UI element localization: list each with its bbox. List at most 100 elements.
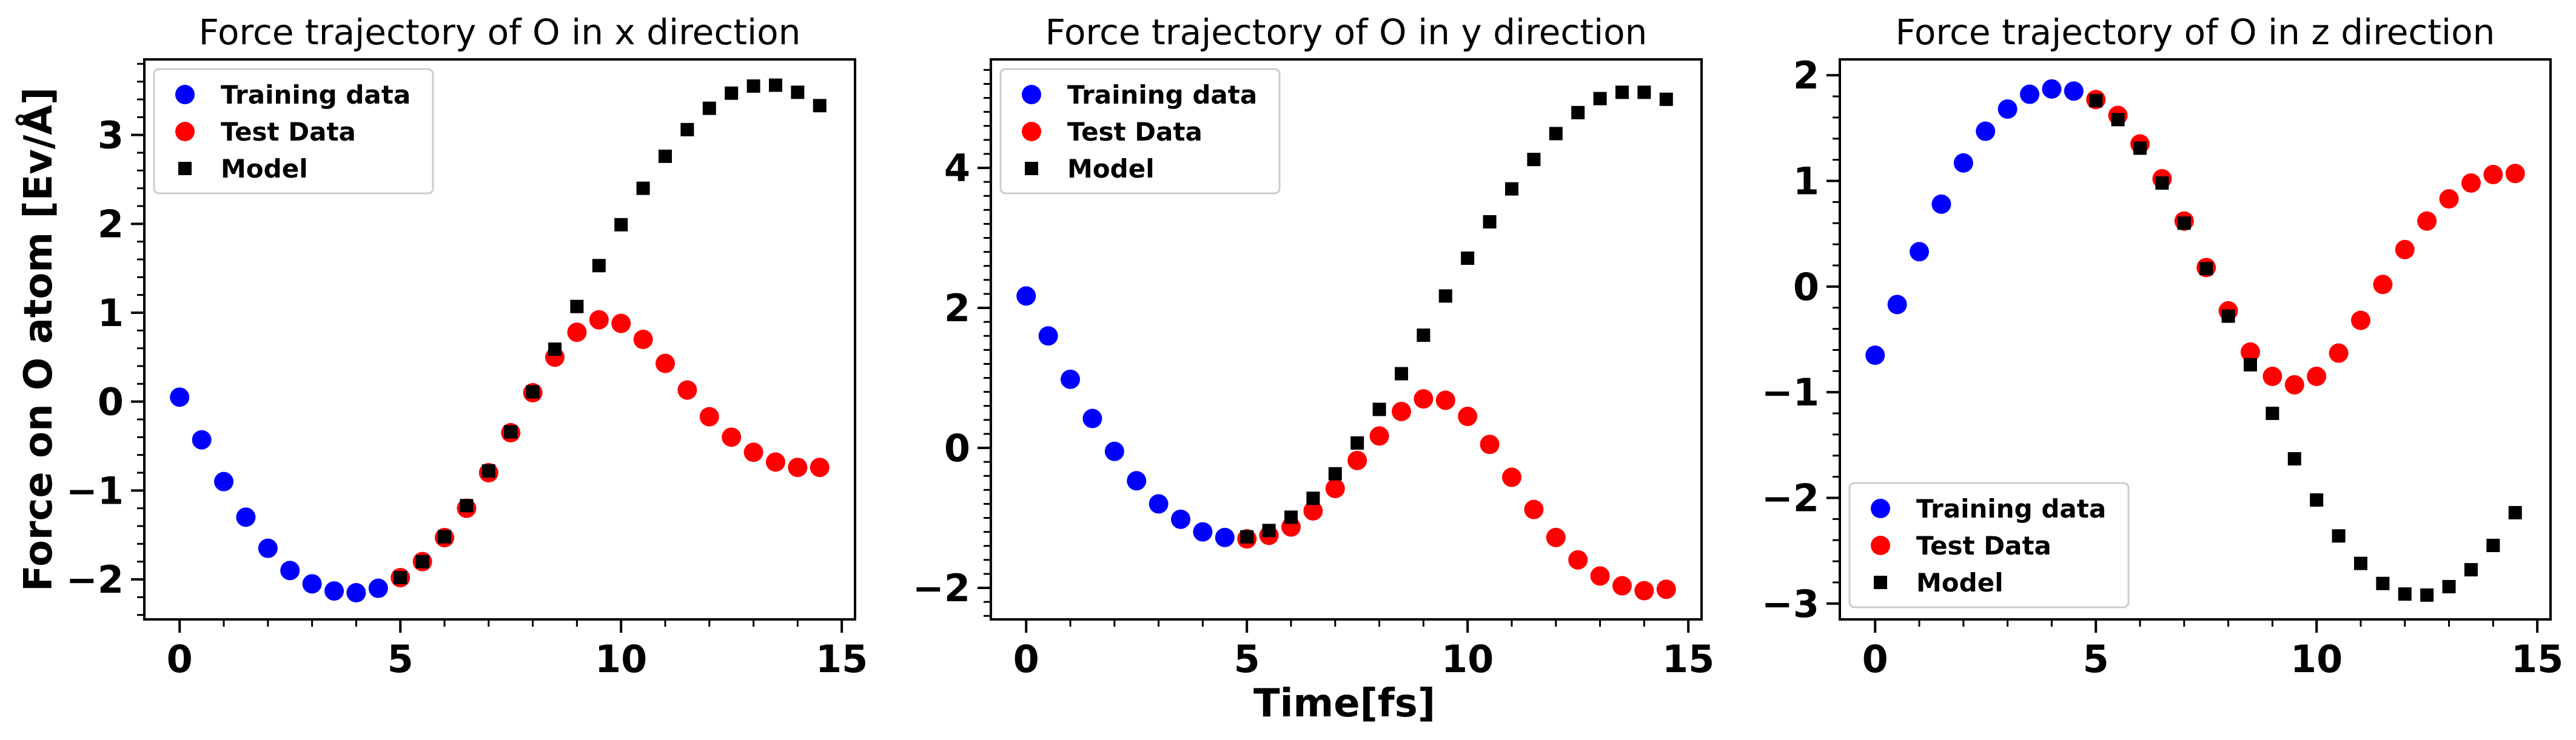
legend-test-marker [175,122,195,141]
model-point [702,101,716,115]
chart-y-direction: Force trajectory of O in y direction 0 5 10… [913,12,1714,681]
training-data-point [2042,79,2062,99]
x-tick-label: 15 [1662,637,1714,681]
legend-training-marker [175,85,195,104]
model-point [504,425,518,439]
figure-x-axis-label: Time[fs] [1253,681,1435,726]
legend-label: Training data [1916,494,2106,524]
legend-frame [1848,482,2130,608]
test-data-point [2417,211,2437,231]
training-data-point [1016,286,1036,306]
model-point [1571,105,1585,119]
model-point [2266,407,2279,421]
model-point [2111,113,2125,127]
training-data-point [1953,153,1973,173]
y-tick-label: 1 [1793,159,1819,203]
training-data-point [324,581,344,601]
model-point [2332,529,2346,543]
chart-title: Force trajectory of O in z direction [1896,12,2495,53]
model-point [415,555,429,568]
x-tick-label: 15 [2511,637,2563,681]
test-data-point [1347,450,1367,470]
test-data-point [2439,189,2459,209]
x-tick-label: 0 [1013,637,1039,681]
model-point [2199,262,2213,276]
model-point [394,571,408,585]
x-tick-label: 10 [1441,637,1494,681]
training-data-point [280,561,300,581]
test-data-point [567,322,587,342]
test-data-point [1546,527,1566,547]
model-point [813,99,827,113]
model-point [1659,92,1673,106]
model-point [1284,510,1298,524]
model-point [1527,153,1541,167]
model-point [2486,538,2500,552]
model-point [526,385,540,399]
x-tick-label: 5 [387,637,414,681]
test-data-point [1325,479,1345,499]
model-point [2398,587,2412,601]
test-data-point [2284,375,2304,395]
test-data-point [2483,165,2503,185]
test-data-point [1524,499,1544,519]
model-point [1504,182,1518,196]
test-data-point [1391,401,1411,421]
y-tick-label: −3 [1762,582,1819,626]
test-data-point [2307,367,2327,387]
model-point [2464,563,2478,577]
test-data-point [2350,310,2370,330]
y-tick-label: 2 [98,202,124,246]
model-point [2420,588,2434,602]
y-tick-label: −2 [66,558,124,602]
legend-test-marker [1871,536,1890,555]
model-point [2442,579,2456,593]
model-point [438,530,452,544]
training-data-point [2064,81,2084,101]
y-tick-label: 3 [98,113,124,158]
model-point [1306,492,1320,505]
model-point [2133,141,2147,155]
model-point [1637,85,1651,99]
model-point [1615,85,1629,99]
model-point [2508,505,2522,519]
y-tick-label: −1 [1762,370,1819,415]
x-tick-label: 5 [1234,637,1260,681]
test-data-point [743,442,763,462]
chart-title: Force trajectory of O in x direction [199,12,801,53]
y-tick-label: 2 [1793,53,1819,98]
test-data-point [2395,239,2415,259]
model-point [592,259,606,273]
model-point [680,122,694,136]
x-tick-label: 15 [816,637,868,681]
training-data-point [1127,471,1147,491]
test-data-point [2240,342,2260,362]
model-point [1262,524,1276,538]
y-tick-label: −2 [1762,476,1819,521]
model-point [1438,289,1452,303]
model-point [2310,493,2324,507]
legend-test-marker [1022,122,1041,141]
training-data-point [2020,84,2040,104]
model-point [1394,367,1408,381]
training-data-point [192,430,212,450]
test-data-point [1369,426,1389,446]
x-tick-label: 10 [595,637,647,681]
test-data-point [1414,389,1434,409]
training-data-point [1171,509,1191,529]
test-data-point [788,458,808,478]
test-data-point [722,427,742,447]
legend-label: Test Data [1067,117,1202,147]
y-tick-label: −1 [66,468,124,513]
model-point [2155,176,2169,190]
model-point [460,499,474,513]
figure-y-axis-label: Force on O atom [Ev/Å] [15,87,61,592]
model-point [2353,556,2367,570]
training-data-point [1149,494,1169,514]
test-data-point [611,313,631,333]
legend-label: Test Data [221,117,356,147]
test-data-point [1590,566,1610,586]
x-tick-label: 10 [2290,637,2343,681]
model-point [1350,436,1364,450]
